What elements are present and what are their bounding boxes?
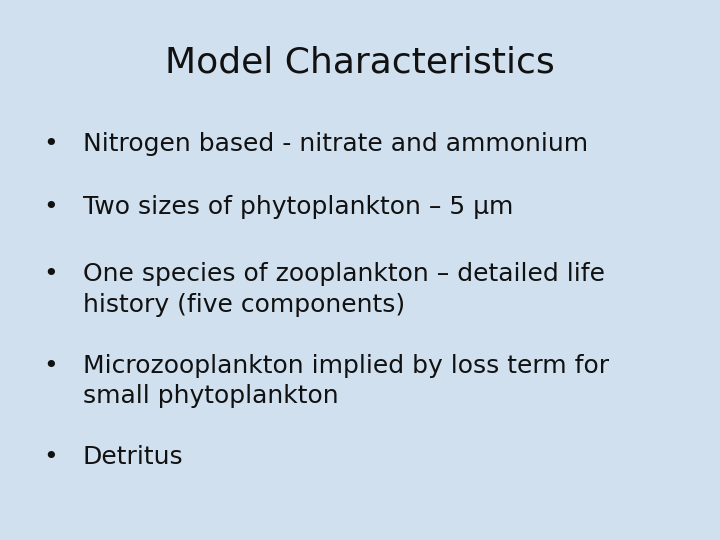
Text: •: • — [43, 354, 58, 377]
Text: Nitrogen based - nitrate and ammonium: Nitrogen based - nitrate and ammonium — [83, 132, 588, 156]
Text: Microzooplankton implied by loss term for
small phytoplankton: Microzooplankton implied by loss term fo… — [83, 354, 609, 408]
Text: •: • — [43, 195, 58, 219]
Text: •: • — [43, 132, 58, 156]
Text: Detritus: Detritus — [83, 446, 184, 469]
Text: Two sizes of phytoplankton – 5 μm: Two sizes of phytoplankton – 5 μm — [83, 195, 513, 219]
Text: Model Characteristics: Model Characteristics — [165, 46, 555, 80]
Text: One species of zooplankton – detailed life
history (five components): One species of zooplankton – detailed li… — [83, 262, 605, 316]
Text: •: • — [43, 262, 58, 286]
Text: •: • — [43, 446, 58, 469]
